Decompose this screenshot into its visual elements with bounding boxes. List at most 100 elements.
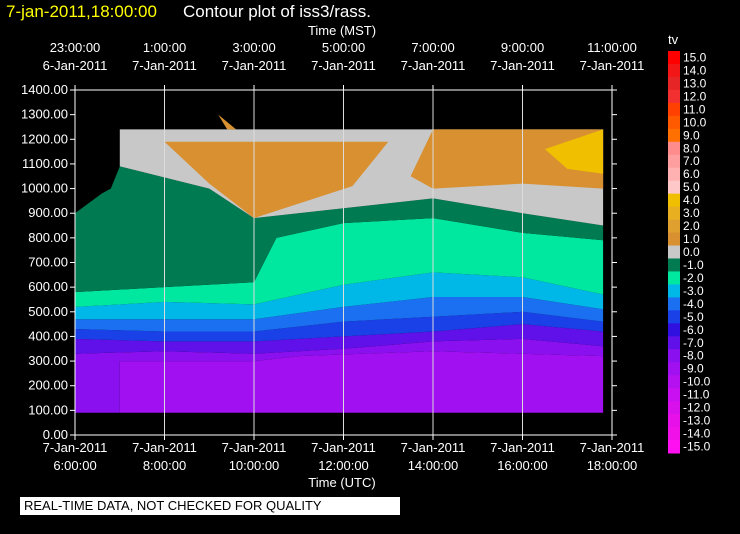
legend-label: -7.0 [683,336,704,350]
legend-label: 11.0 [683,102,706,116]
x-bottom-tick-time: 8:00:00 [143,458,186,473]
legend-swatch [668,141,680,156]
legend-swatch [668,89,680,104]
x-bottom-tick-date: 7-Jan-2011 [401,440,466,455]
chart-title: Contour plot of iss3/rass. [183,2,372,21]
x-bottom-tick-time: 14:00:00 [408,458,459,473]
x-top-axis-label: Time (MST) [308,23,376,38]
y-tick-label: 600.00 [28,279,68,294]
legend-swatch [668,167,680,182]
legend-label: 6.0 [683,167,700,181]
legend-label: 13.0 [683,76,707,90]
legend: tv 15.014.013.012.011.010.09.08.07.06.05.… [668,32,711,454]
x-top-tick-date: 7-Jan-2011 [222,58,287,73]
y-tick-label: 100.00 [28,402,68,417]
legend-label: -10.0 [683,375,711,389]
legend-label: -13.0 [683,414,711,428]
legend-label: -1.0 [683,258,704,272]
y-tick-label: 1400.00 [21,82,68,97]
legend-swatch [668,128,680,143]
x-top-tick-time: 7:00:00 [411,40,454,55]
legend-label: 12.0 [683,89,707,103]
legend-label: -3.0 [683,284,704,298]
axes: 23:00:00 6-Jan-2011 1:00:00 7-Jan-2011 3:00:… [21,23,644,490]
legend-swatch [668,63,680,78]
legend-swatch [668,440,680,454]
y-tick-label: 200.00 [28,378,68,393]
legend-swatch [668,102,680,117]
legend-label: 7.0 [683,154,700,168]
region-mint [75,218,604,307]
legend-swatch [668,336,680,350]
x-top-tick-date: 6-Jan-2011 [43,58,108,73]
y-tick-label: 1200.00 [21,131,68,146]
legend-label: 10.0 [683,115,707,129]
x-bottom-tick-date: 7-Jan-2011 [43,440,108,455]
legend-label: 3.0 [683,206,700,220]
x-bottom-tick-time: 6:00:00 [53,458,96,473]
y-tick-label: 300.00 [28,353,68,368]
region-purple-deep [119,351,604,413]
x-top-tick-date: 7-Jan-2011 [311,58,376,73]
legend-swatch [668,414,680,428]
region-blue-mid [75,297,604,332]
quality-warning: REAL-TIME DATA, NOT CHECKED FOR QUALITY [20,497,400,515]
legend-label: -11.0 [683,388,710,402]
x-top-tick-date: 7-Jan-2011 [132,58,197,73]
x-top-tick-date: 7-Jan-2011 [401,58,466,73]
x-top-tick-time: 3:00:00 [232,40,275,55]
y-tick-label: 800.00 [28,230,68,245]
legend-label: 15.0 [683,50,707,64]
legend-swatch [668,115,680,130]
legend-label: 0.0 [683,245,700,259]
y-tick-label: 1000.00 [21,181,68,196]
x-bottom-tick-date: 7-Jan-2011 [132,440,197,455]
x-bottom-tick-date: 7-Jan-2011 [580,440,645,455]
legend-label: 14.0 [683,63,707,77]
x-top-tick-time: 11:00:00 [587,40,637,55]
x-bottom-axis-label: Time (UTC) [308,475,375,490]
x-bottom-tick-time: 12:00:00 [318,458,369,473]
x-top-tick-date: 7-Jan-2011 [580,58,645,73]
legend-label: 9.0 [683,128,700,142]
region-orange-right [410,129,604,189]
x-bottom-tick-time: 16:00:00 [497,458,548,473]
legend-swatch [668,427,680,441]
y-tick-label: 1100.00 [22,156,68,171]
y-tick-label: 500.00 [28,304,68,319]
legend-swatch [668,245,680,259]
region-indigo [75,324,604,354]
legend-label: 1.0 [683,232,700,246]
x-top-tick-time: 1:00:00 [143,40,186,55]
region-sky [75,272,604,320]
region-dark-green [75,166,604,293]
legend-label: -12.0 [683,401,711,415]
legend-label: 4.0 [683,193,700,207]
x-top-tick-date: 7-Jan-2011 [490,58,555,73]
legend-swatch [668,258,680,272]
y-tick-label: 400.00 [28,328,68,343]
x-bottom-tick-date: 7-Jan-2011 [222,440,287,455]
legend-swatch [668,180,680,195]
x-bottom-tick-date: 7-Jan-2011 [311,440,376,455]
legend-swatch [668,401,680,415]
legend-label: -14.0 [683,427,711,441]
y-tick-label: 900.00 [28,205,68,220]
legend-swatch [668,193,680,208]
region-violet [75,338,604,413]
x-bottom-tick-date: 7-Jan-2011 [490,440,555,455]
legend-swatch [668,323,680,337]
x-top-tick-time: 23:00:00 [50,40,101,55]
legend-swatch [668,206,680,221]
region-yellow [544,129,604,174]
y-tick-label: 0.00 [43,427,68,442]
legend-swatch [668,297,680,311]
y-tick-label: 1300.00 [21,107,68,122]
legend-swatch [668,310,680,324]
legend-swatch [668,76,680,91]
region-blue [75,311,604,342]
legend-label: -4.0 [683,297,704,311]
legend-label: 5.0 [683,180,700,194]
legend-label: -9.0 [683,362,704,376]
